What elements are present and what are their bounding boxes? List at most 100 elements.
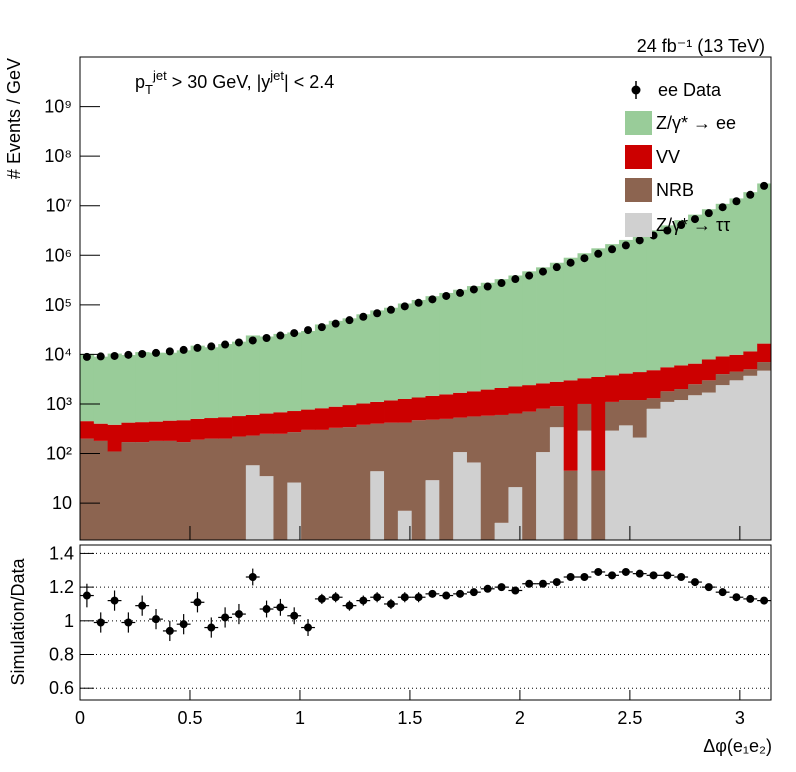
stack-segment [356, 403, 371, 425]
stack-segment [480, 282, 496, 390]
stack-segment [245, 435, 261, 466]
cut-annotation: pTjet > 30 GeV, |yjet| < 2.4 [135, 68, 334, 97]
stack-segment [522, 271, 537, 386]
stack-segment [232, 436, 247, 540]
stack-segment [494, 414, 509, 523]
ratio-point [760, 596, 769, 605]
ratio-point [538, 579, 547, 588]
legend-label: VV [656, 147, 680, 167]
ratio-y-tick-label: 0.6 [49, 678, 74, 698]
ratio-point [469, 588, 478, 597]
stack-segment [618, 239, 634, 374]
data-point [511, 275, 520, 284]
stack-segment [660, 225, 675, 368]
stack-segment [688, 395, 703, 540]
stack-segment [743, 351, 758, 370]
stack-segment [618, 373, 634, 401]
ratio-y-tick-label: 1.2 [49, 577, 74, 597]
stack-segment [453, 289, 468, 393]
ratio-point [165, 626, 174, 635]
ratio-point [414, 593, 423, 602]
stack-segment [425, 419, 440, 481]
y-tick-label: 10⁷ [45, 196, 72, 216]
y-tick-label: 10 [52, 493, 72, 513]
ratio-point [345, 601, 354, 610]
ratio-point [718, 588, 727, 597]
stack-segment [218, 417, 233, 439]
stack-segment [93, 440, 109, 540]
stack-segment [701, 392, 717, 540]
ratio-point [386, 599, 395, 608]
data-point [234, 338, 243, 347]
stack-segment [494, 522, 509, 540]
legend-swatch [625, 178, 652, 202]
legend-swatch [625, 145, 652, 169]
stack-segment [121, 422, 136, 443]
data-point [718, 203, 727, 212]
stack-segment [121, 442, 136, 540]
stack-segment [411, 420, 426, 540]
stack-segment [135, 422, 150, 443]
data-point [635, 236, 644, 245]
stack-segment [674, 389, 689, 401]
data-point [331, 319, 340, 328]
stack-segment [757, 362, 771, 371]
data-point [414, 298, 423, 307]
stack-segment [287, 482, 302, 540]
stack-segment [466, 462, 482, 540]
annotation-part: p [135, 72, 145, 92]
data-point [373, 309, 382, 318]
stack-segment [536, 267, 551, 384]
y-axis-title: # Events / GeV [4, 58, 24, 179]
stack-segment [632, 235, 648, 373]
ratio-point [483, 584, 492, 593]
stack-segment [715, 356, 730, 375]
ratio-point [248, 573, 257, 582]
data-point [442, 291, 451, 300]
ratio-point [304, 623, 313, 632]
stack-segment [107, 353, 122, 425]
ratio-point [608, 571, 617, 580]
stack-segment [425, 395, 440, 420]
stack-segment [688, 363, 703, 385]
legend-label: ee Data [658, 80, 722, 100]
stack-segment [646, 230, 661, 371]
data-point [594, 249, 603, 258]
data-point [552, 263, 561, 272]
ratio-point [82, 591, 91, 600]
ratio-point [207, 623, 216, 632]
stack-segment [660, 401, 675, 540]
stack-segment [743, 192, 758, 352]
stack-segment [384, 307, 399, 401]
ratio-point [317, 594, 326, 603]
stack-segment [218, 438, 233, 540]
x-tick-label: 3 [735, 708, 745, 728]
stack-segment [508, 275, 523, 387]
stack-segment [577, 253, 592, 379]
stack-segment [259, 433, 274, 477]
ratio-point [566, 573, 575, 582]
stack-segment [176, 442, 191, 540]
stack-segment [701, 359, 717, 381]
stack-segment [729, 354, 744, 372]
data-point [746, 190, 755, 199]
stack-segment [287, 411, 302, 433]
stack-segment [259, 476, 274, 540]
data-point [317, 323, 326, 332]
stack-segment [439, 394, 454, 419]
stack-segment [646, 398, 661, 409]
data-point [262, 334, 271, 343]
stack-segment [397, 422, 413, 511]
stack-segment [466, 391, 482, 417]
ratio-point [138, 601, 147, 610]
stack-segment [218, 344, 233, 418]
stack-segment [577, 403, 592, 431]
ratio-y-tick-label: 0.8 [49, 645, 74, 665]
stack-segment [480, 415, 496, 540]
stack-segment [715, 374, 730, 386]
ratio-point [290, 611, 299, 620]
x-tick-label: 0 [75, 708, 85, 728]
stack-segment [522, 411, 537, 540]
stack-segment [646, 408, 661, 540]
